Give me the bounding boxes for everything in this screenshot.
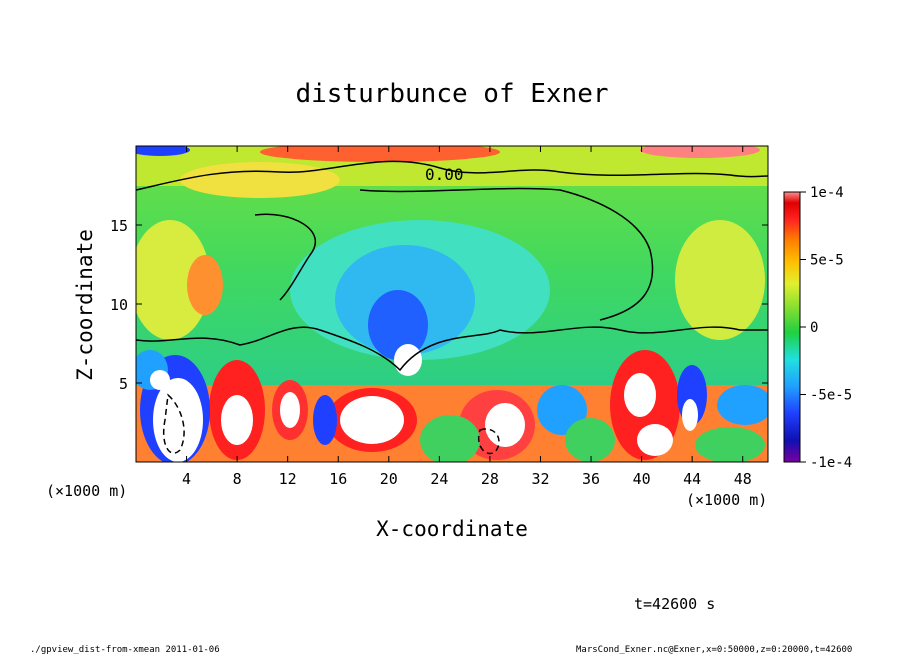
field-low-blue-3 <box>537 385 587 435</box>
field-low-white-8 <box>637 424 673 456</box>
field-top-cold-patch <box>136 146 190 156</box>
colorbar-ticks: 1e-4 5e-5 0 -5e-5 -1e-4 <box>800 185 852 471</box>
field-left-yellow <box>136 220 210 340</box>
footer-left: ./gpview_dist-from-xmean 2011-01-06 <box>30 645 220 654</box>
x-tick-label: 20 <box>380 470 398 488</box>
y-axis: 5 10 15 <box>110 217 768 393</box>
x-tick-label: 40 <box>633 470 651 488</box>
contour-line-lower <box>136 326 768 372</box>
contour-line-mid <box>254 187 654 321</box>
x-axis-title: X-coordinate <box>376 517 528 541</box>
contour-label: 0.00 <box>425 165 464 184</box>
field-low-green-2 <box>565 418 615 462</box>
field-low-blue-5 <box>717 385 768 425</box>
field-mid-left-white <box>150 370 170 390</box>
field-low-blue-2 <box>313 395 337 445</box>
colorbar <box>783 191 801 463</box>
colorbar-tick-label: 0 <box>810 320 818 336</box>
field-low-green-1 <box>420 415 480 462</box>
y-axis-title: Z-coordinate <box>73 229 97 381</box>
field-left-orange <box>187 255 223 315</box>
contour-line-upper <box>136 160 768 191</box>
field-low-white-9 <box>682 399 698 431</box>
field-top-warm-patch <box>260 146 500 162</box>
field-center-blue <box>368 290 428 360</box>
field-top-warm-patch-2 <box>640 146 760 158</box>
x-tick-label: 32 <box>531 470 549 488</box>
field-low-white-2 <box>340 396 404 444</box>
chart-title: disturbunce of Exner <box>295 79 608 109</box>
x-unit-label-left: (×1000 m) <box>46 482 127 500</box>
field-low-white-3 <box>221 395 253 445</box>
plot-area: 0.00 <box>136 146 768 462</box>
y-tick-label: 5 <box>119 375 128 393</box>
field-upper-yellow <box>180 162 340 198</box>
x-tick-label: 4 <box>182 470 191 488</box>
y-tick-label: 10 <box>110 296 128 314</box>
field-right-yellow <box>675 220 765 340</box>
x-tick-label: 44 <box>683 470 701 488</box>
field-low-green-3 <box>695 427 765 462</box>
colorbar-tick-label: -5e-5 <box>810 388 852 404</box>
time-label: t=42600 s <box>634 595 715 613</box>
x-tick-label: 36 <box>582 470 600 488</box>
colorbar-tick-label: 1e-4 <box>810 185 844 201</box>
field-low-white-4 <box>153 378 203 462</box>
x-tick-label: 16 <box>329 470 347 488</box>
field-low-white-7 <box>624 373 656 417</box>
contour-line-dashed <box>163 393 500 455</box>
x-tick-label: 24 <box>430 470 448 488</box>
x-tick-label: 28 <box>481 470 499 488</box>
x-unit-label-right: (×1000 m) <box>686 491 767 509</box>
x-tick-label: 48 <box>734 470 752 488</box>
footer-right: MarsCond_Exner.nc@Exner,x=0:50000,z=0:20… <box>576 645 852 654</box>
x-tick-label: 12 <box>279 470 297 488</box>
x-axis: 4 8 12 16 20 24 28 32 36 40 44 48 <box>182 146 752 488</box>
field-low-white-5 <box>280 392 300 428</box>
colorbar-tick-label: 5e-5 <box>810 253 844 269</box>
field-low-white-6 <box>485 403 525 447</box>
x-tick-label: 8 <box>233 470 242 488</box>
y-tick-label: 15 <box>110 217 128 235</box>
colorbar-tick-label: -1e-4 <box>810 455 852 471</box>
